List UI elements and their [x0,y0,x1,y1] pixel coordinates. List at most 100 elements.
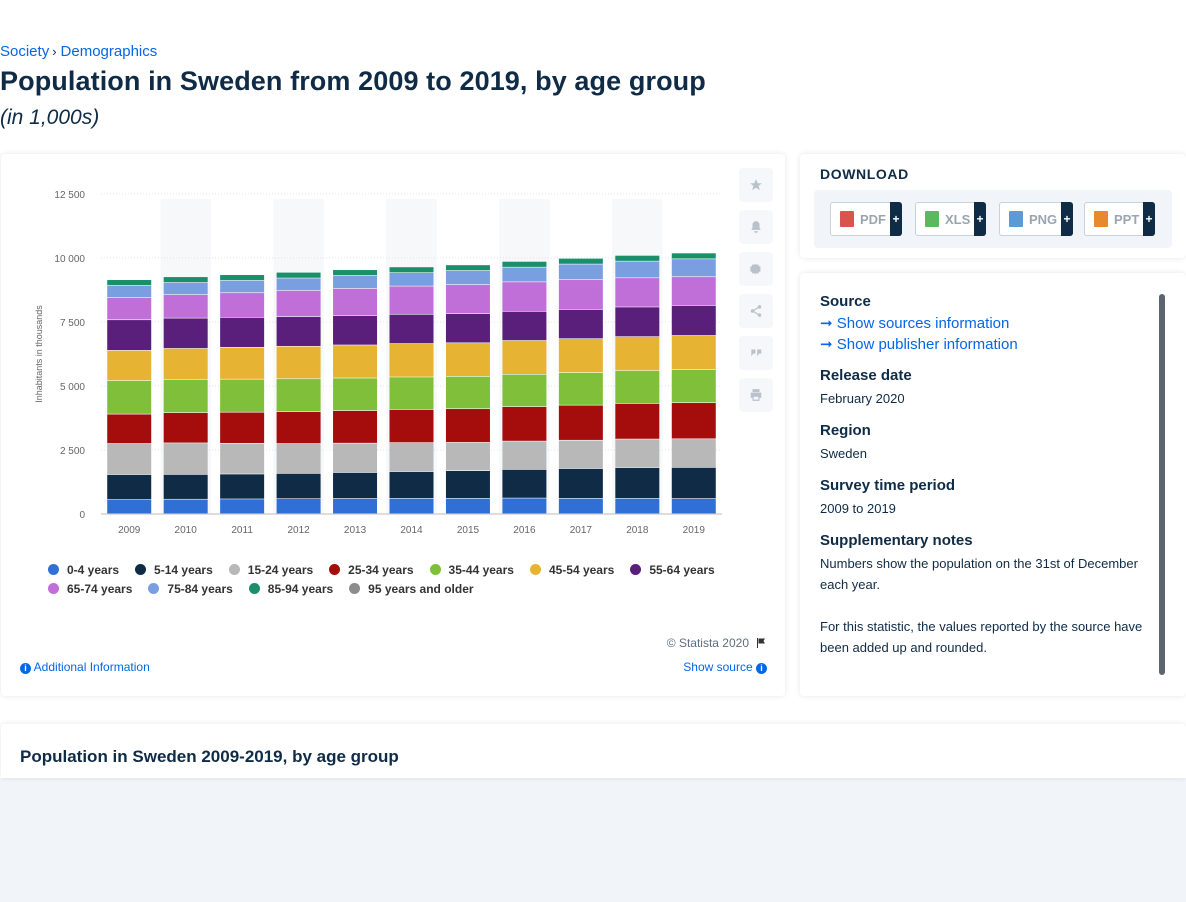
bar-segment [220,474,265,499]
pdf-file-icon [840,211,854,227]
notification-bell-icon[interactable] [739,210,773,244]
bar-segment [163,294,208,318]
bar-segment [389,267,434,273]
bar-segment [502,406,547,441]
download-buttons: PDF + XLS + PNG + PPT + [814,190,1172,248]
bar-segment [389,343,434,377]
bar-segment [671,335,716,370]
bar-segment [276,443,321,474]
legend-item[interactable]: 95 years and older [349,582,474,596]
breadcrumb: Society › Demographics [0,43,157,60]
related-title: Population in Sweden 2009-2019, by age g… [20,747,399,766]
additional-information-link[interactable]: i Additional Information [20,660,150,674]
settings-gear-icon[interactable] [739,252,773,286]
bar-segment [615,403,660,439]
bar-segment [107,320,152,351]
release-date-heading: Release date [820,367,912,384]
flag-icon[interactable] [755,637,767,649]
bar-segment [445,442,490,471]
supplementary-notes-text: Numbers show the population on the 31st … [820,556,1138,592]
bar-segment [220,317,265,347]
y-tick-label: 12 500 [54,190,85,201]
legend-item[interactable]: 65-74 years [48,582,132,596]
legend-marker [429,564,441,575]
legend-label: 75-84 years [167,581,233,596]
legend-item[interactable]: 35-44 years [429,562,514,577]
y-tick-label: 7 500 [60,318,85,329]
bar-segment [276,272,321,278]
bar-segment [615,467,660,499]
bar-segment [615,439,660,468]
info-scrollbar[interactable] [1159,294,1165,675]
legend-item[interactable]: 45-54 years [529,563,614,577]
share-icon[interactable] [739,294,773,328]
download-pdf-label: PDF [860,211,886,227]
bar-segment [558,440,603,469]
download-card: DOWNLOAD PDF + XLS + PNG + PPT + [800,154,1186,258]
bar-segment [671,498,716,514]
bar-segment [163,413,208,443]
bar-segment [558,405,603,440]
info-icon: i [20,663,31,674]
show-sources-label: Show sources information [836,315,1010,332]
copyright-text: © Statista 2020 [666,636,749,650]
statistic-info-card: Source ➞ Show sources information ➞ Show… [800,273,1186,696]
x-tick-label: 2019 [683,525,706,536]
legend-marker [48,564,59,575]
breadcrumb-society[interactable]: Society [0,43,50,60]
y-tick-label: 5 000 [60,382,85,393]
favorite-star-icon[interactable] [739,168,773,202]
bar-segment [389,286,434,314]
legend-item[interactable]: 25-34 years [329,562,414,577]
bar-segment [163,277,208,283]
breadcrumb-demographics[interactable]: Demographics [60,43,158,60]
legend-item[interactable]: 15-24 years [228,563,313,577]
x-tick-label: 2011 [231,525,253,536]
legend-label: 55-64 years [649,562,715,577]
download-png-button[interactable]: PNG + [999,202,1073,236]
legend-marker [135,564,147,575]
show-publisher-link[interactable]: ➞ Show publisher information [820,335,1150,353]
legend-label: 25-34 years [348,562,414,577]
print-icon[interactable] [739,378,773,412]
legend-label: 35-44 years [448,562,514,577]
bar-segment [107,474,152,500]
bar-segment [220,499,265,514]
download-xls-button[interactable]: XLS + [915,202,986,236]
legend-item[interactable]: 5-14 years [135,563,213,577]
quote-icon[interactable] [739,336,773,370]
bar-segment [333,270,378,276]
bar-segment [445,376,490,409]
show-source-link[interactable]: Show source i [683,660,767,674]
bar-segment [502,311,547,341]
legend-item[interactable]: 85-94 years [248,582,333,596]
bar-segment [276,317,321,346]
region-heading: Region [820,422,871,439]
bar-segment [389,314,434,344]
download-ppt-button[interactable]: PPT + [1084,202,1155,236]
bar-segment [333,315,378,345]
bar-segment [558,372,603,405]
bar-segment [276,346,321,379]
download-ppt-label: PPT [1114,211,1140,227]
chart-card: 0 2 500 5 000 7 500 10 000 12 500 Inhabitants … [1,154,785,696]
bar-segment [333,410,378,443]
bar-segment [445,270,490,285]
bar-segment [558,498,603,514]
bar-segment [445,498,490,514]
bar-segment [220,443,265,474]
bar-segment [671,253,716,259]
legend-label: 5-14 years [154,562,213,577]
legend-item[interactable]: 75-84 years [148,581,233,596]
download-pdf-button[interactable]: PDF + [830,202,902,236]
bar-segment [333,498,378,514]
bar-segment [502,498,547,514]
legend-item[interactable]: 55-64 years [630,562,715,577]
bar-segment [445,409,490,443]
legend-item[interactable]: 0-4 years [48,563,119,577]
png-file-icon [1009,211,1023,227]
show-sources-link[interactable]: ➞ Show sources information [820,314,1150,332]
legend-marker [248,583,260,594]
bar-segment [671,305,716,336]
stacked-bar-chart: 0 2 500 5 000 7 500 10 000 12 500 Inhabitants … [34,190,722,536]
